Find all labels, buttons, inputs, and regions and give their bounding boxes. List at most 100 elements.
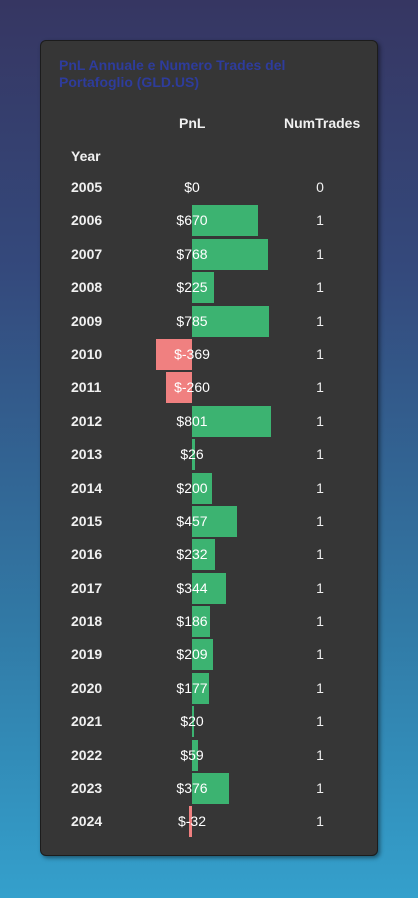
- pnl-value-label: $200: [176, 479, 208, 496]
- pnl-table-card: PnL Annuale e Numero Trades del Portafog…: [40, 40, 378, 856]
- pnl-value-label: $670: [176, 212, 208, 229]
- pnl-value-label: $59: [180, 746, 204, 763]
- row-year: 2019: [71, 646, 103, 663]
- pnl-bar: [192, 539, 215, 571]
- numtrades-value: 1: [316, 279, 324, 296]
- pnl-value-label: $-32: [177, 813, 207, 830]
- row-year: 2016: [71, 546, 103, 563]
- pnl-value-label: $209: [176, 646, 208, 663]
- pnl-bar: [192, 205, 259, 237]
- numtrades-value: 1: [316, 412, 324, 429]
- row-year: 2013: [71, 446, 103, 463]
- row-year: 2018: [71, 613, 103, 630]
- table-body: 2005 $0 0 2006 $670 1 2007 $768 1 2008 $225 1 2009 $7…: [41, 171, 379, 839]
- numtrades-value: 1: [316, 579, 324, 596]
- table-row: 2010 $-369 1: [41, 338, 379, 371]
- numtrades-value: 1: [316, 646, 324, 663]
- pnl-bar: [192, 472, 212, 504]
- table-row: 2008 $225 1: [41, 271, 379, 304]
- pnl-bar: [192, 572, 226, 604]
- pnl-bar: [192, 606, 211, 638]
- pnl-value-label: $801: [176, 412, 208, 429]
- table-row: 2020 $177 1: [41, 672, 379, 705]
- table-row: 2015 $457 1: [41, 505, 379, 538]
- table-row: 2023 $376 1: [41, 772, 379, 805]
- row-year: 2008: [71, 279, 103, 296]
- pnl-value-label: $0: [184, 179, 200, 195]
- numtrades-value: 1: [316, 780, 324, 797]
- pnl-value-label: $-260: [174, 379, 210, 396]
- table-row: 2005 $0 0: [41, 171, 379, 204]
- table-row: 2012 $801 1: [41, 405, 379, 438]
- row-year: 2005: [71, 179, 103, 195]
- row-year: 2010: [71, 345, 103, 362]
- pnl-value-label: $26: [180, 446, 204, 463]
- table-row: 2013 $26 1: [41, 438, 379, 471]
- pnl-bar: [192, 405, 271, 437]
- table-row: 2018 $186 1: [41, 605, 379, 638]
- pnl-bar: [192, 238, 268, 270]
- numtrades-value: 1: [316, 212, 324, 229]
- numtrades-value: 1: [316, 245, 324, 262]
- column-header-pnl: PnL: [179, 115, 206, 131]
- pnl-bar: [192, 505, 238, 537]
- row-year: 2021: [71, 713, 103, 730]
- numtrades-value: 1: [316, 613, 324, 630]
- pnl-value-label: $457: [176, 512, 208, 529]
- row-year: 2006: [71, 212, 103, 229]
- numtrades-value: 1: [316, 479, 324, 496]
- table-row: 2017 $344 1: [41, 572, 379, 605]
- index-header-year: Year: [71, 148, 101, 164]
- numtrades-value: 1: [316, 679, 324, 696]
- table-row: 2009 $785 1: [41, 305, 379, 338]
- table-row: 2016 $232 1: [41, 538, 379, 571]
- numtrades-value: 1: [316, 312, 324, 329]
- table-row: 2014 $200 1: [41, 472, 379, 505]
- pnl-bar: [192, 305, 270, 337]
- row-year: 2011: [71, 379, 102, 396]
- table-row: 2024 $-32 1: [41, 805, 379, 838]
- table-row: 2007 $768 1: [41, 238, 379, 271]
- pnl-value-label: $225: [176, 279, 208, 296]
- column-header-numtrades: NumTrades: [284, 115, 361, 131]
- numtrades-value: 1: [316, 813, 324, 830]
- pnl-value-label: $177: [176, 679, 208, 696]
- row-year: 2020: [71, 679, 103, 696]
- row-year: 2017: [71, 579, 103, 596]
- numtrades-value: 1: [316, 446, 324, 463]
- pnl-bar: [192, 272, 215, 304]
- pnl-bar: [188, 806, 192, 838]
- pnl-bar: [166, 372, 192, 404]
- table-row: 2022 $59 1: [41, 739, 379, 772]
- table-row: 2011 $-260 1: [41, 371, 379, 404]
- pnl-bar: [192, 773, 230, 805]
- table-row: 2021 $20 1: [41, 705, 379, 738]
- numtrades-value: 1: [316, 746, 324, 763]
- row-year: 2007: [71, 245, 103, 262]
- pnl-value-label: $20: [180, 713, 204, 730]
- numtrades-value: 1: [316, 512, 324, 529]
- row-year: 2009: [71, 312, 103, 329]
- pnl-value-label: $768: [176, 245, 208, 262]
- pnl-bar: [192, 439, 195, 471]
- pnl-value-label: $186: [176, 613, 208, 630]
- numtrades-value: 0: [316, 179, 324, 195]
- numtrades-value: 1: [316, 546, 324, 563]
- table-row: 2019 $209 1: [41, 638, 379, 671]
- pnl-value-label: $344: [176, 579, 208, 596]
- pnl-value-label: $232: [176, 546, 208, 563]
- pnl-value-label: $376: [176, 780, 208, 797]
- numtrades-value: 1: [316, 713, 324, 730]
- pnl-bar: [155, 338, 192, 370]
- pnl-bar: [192, 739, 198, 771]
- pnl-bar: [192, 706, 194, 738]
- row-year: 2024: [71, 813, 103, 830]
- row-year: 2014: [71, 479, 103, 496]
- row-year: 2015: [71, 512, 103, 529]
- pnl-bar: [192, 672, 210, 704]
- table-title: PnL Annuale e Numero Trades del Portafog…: [59, 57, 286, 90]
- row-year: 2022: [71, 746, 103, 763]
- numtrades-value: 1: [316, 345, 324, 362]
- pnl-value-label: $785: [176, 312, 208, 329]
- table-row: 2006 $670 1: [41, 204, 379, 237]
